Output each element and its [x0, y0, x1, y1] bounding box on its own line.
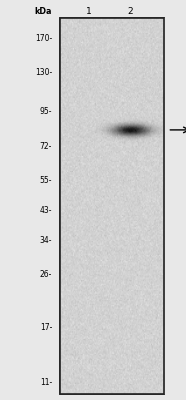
Text: 55-: 55-	[40, 176, 52, 184]
Text: 130-: 130-	[35, 68, 52, 76]
Text: 95-: 95-	[40, 107, 52, 116]
Bar	[60, 18, 164, 394]
Text: 17-: 17-	[40, 323, 52, 332]
Text: 1: 1	[86, 7, 92, 16]
Text: 2: 2	[128, 7, 133, 16]
Text: 11-: 11-	[40, 378, 52, 386]
Text: 34-: 34-	[40, 236, 52, 245]
Text: 43-: 43-	[40, 206, 52, 216]
Text: 26-: 26-	[40, 270, 52, 278]
Text: 170-: 170-	[35, 34, 52, 43]
Text: kDa: kDa	[35, 7, 52, 16]
Text: 72-: 72-	[40, 142, 52, 151]
Bar	[60, 18, 164, 394]
